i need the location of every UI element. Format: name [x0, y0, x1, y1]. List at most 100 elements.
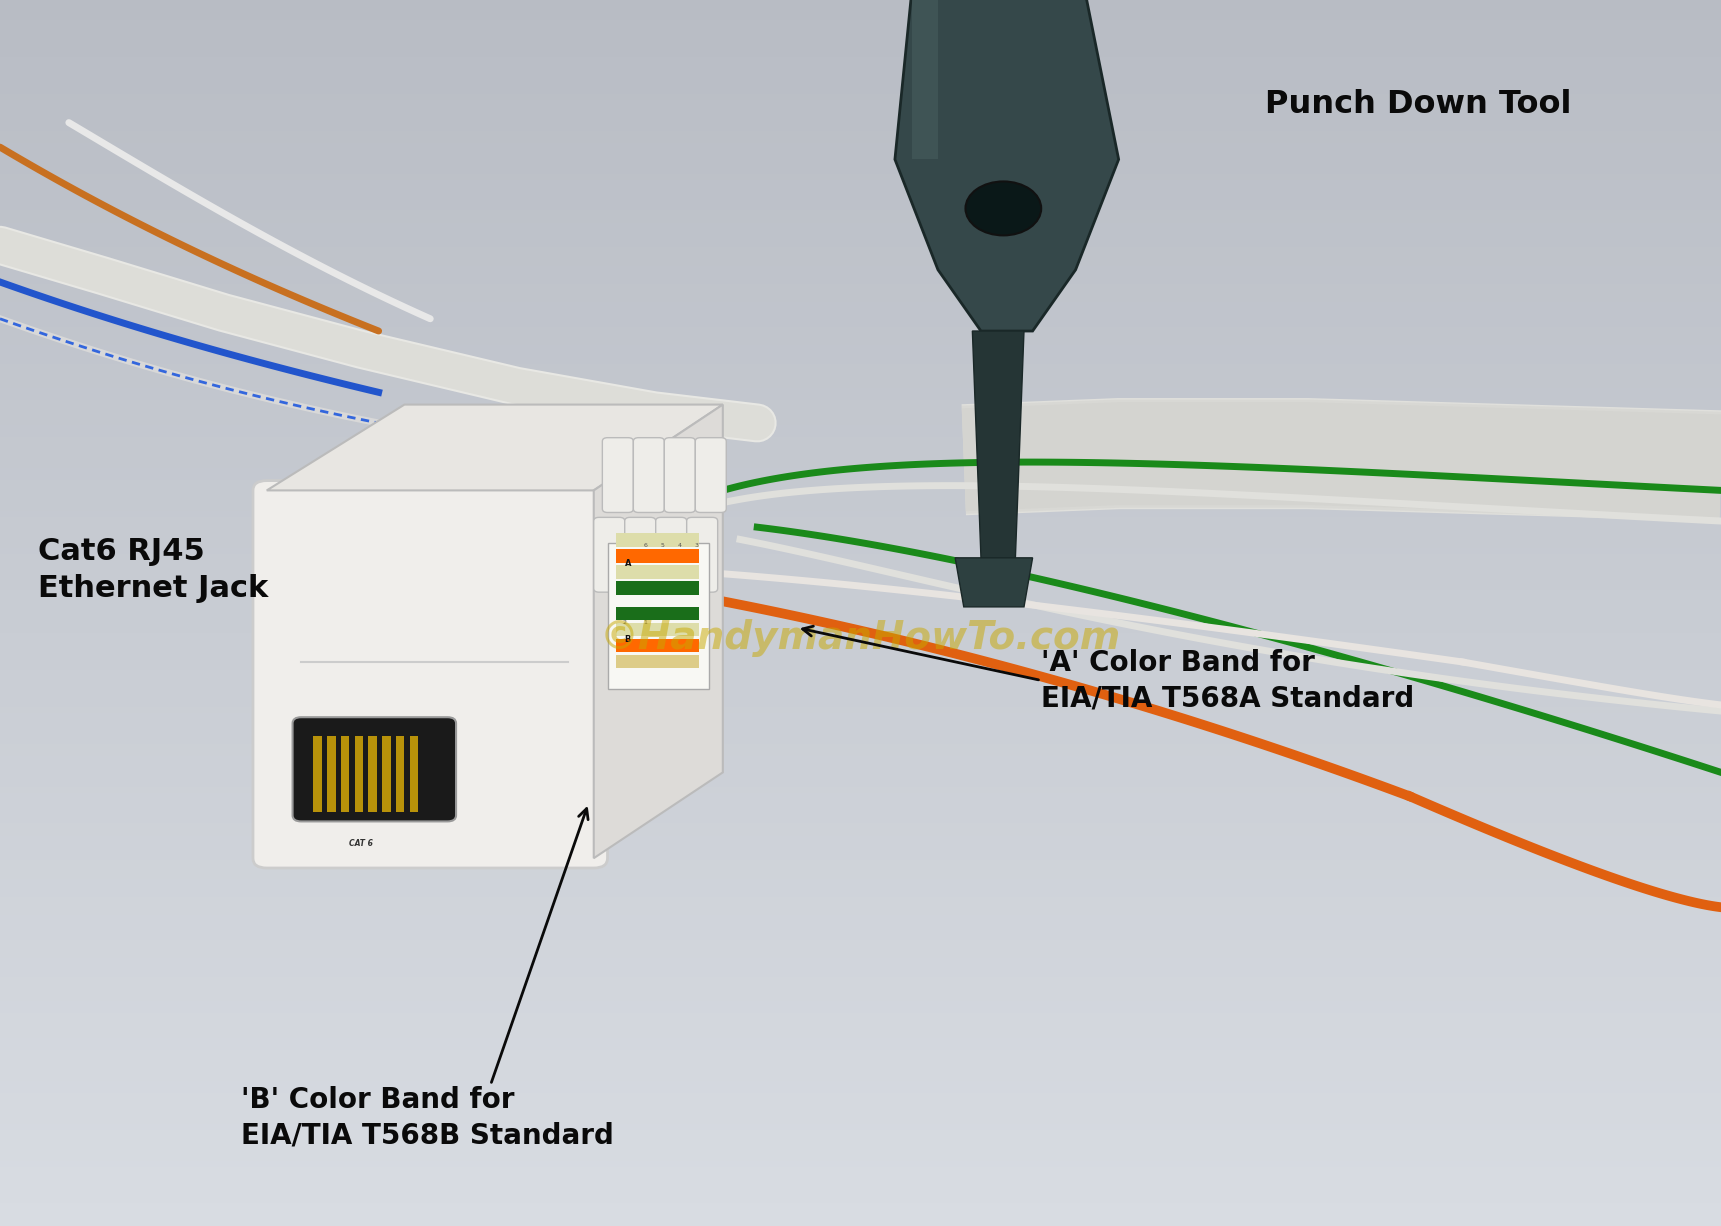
Bar [0, 1165, 1721, 1171]
Polygon shape [912, 0, 938, 159]
Bar [0, 153, 1721, 159]
Bar [313, 736, 322, 812]
Bar [0, 834, 1721, 840]
Bar [0, 809, 1721, 815]
Bar [0, 1201, 1721, 1208]
Bar [0, 55, 1721, 61]
Bar [0, 975, 1721, 981]
Bar [0, 380, 1721, 386]
Bar [0, 141, 1721, 147]
Bar [0, 270, 1721, 276]
FancyBboxPatch shape [633, 438, 664, 512]
Bar [0, 497, 1721, 503]
Bar [0, 962, 1721, 969]
Bar [0, 1079, 1721, 1085]
Bar [0, 92, 1721, 98]
FancyBboxPatch shape [293, 717, 456, 821]
FancyBboxPatch shape [602, 438, 633, 512]
Bar [0, 233, 1721, 239]
Bar [0, 613, 1721, 619]
Bar [0, 129, 1721, 135]
Text: 4: 4 [678, 543, 682, 548]
Bar [0, 956, 1721, 962]
Text: CAT 6: CAT 6 [349, 839, 373, 848]
Bar [0, 631, 1721, 638]
Bar [0, 772, 1721, 779]
Bar [0, 49, 1721, 55]
Bar [0, 362, 1721, 368]
Bar [0, 67, 1721, 74]
Bar [0, 184, 1721, 190]
Bar [0, 1208, 1721, 1214]
Text: B: B [625, 635, 632, 645]
Bar [0, 172, 1721, 178]
Bar [0, 870, 1721, 877]
Bar [0, 515, 1721, 521]
Bar [0, 1067, 1721, 1073]
Bar [0, 889, 1721, 895]
Bar [0, 1146, 1721, 1152]
Bar [0, 110, 1721, 116]
Bar [0, 705, 1721, 711]
Bar [0, 1097, 1721, 1103]
Bar [0, 785, 1721, 791]
Bar [0, 294, 1721, 300]
Bar [0, 723, 1721, 729]
Polygon shape [972, 331, 1024, 558]
Bar [0, 1048, 1721, 1054]
Bar [0, 950, 1721, 956]
Bar [0, 736, 1721, 742]
Bar [0, 748, 1721, 754]
Bar [616, 549, 699, 563]
Bar [355, 736, 363, 812]
Bar [0, 447, 1721, 454]
Text: 'B' Color Band for
EIA/TIA T568B Standard: 'B' Color Band for EIA/TIA T568B Standar… [241, 1086, 614, 1150]
FancyBboxPatch shape [687, 517, 718, 592]
Bar [0, 386, 1721, 392]
Bar [0, 74, 1721, 80]
Bar [0, 245, 1721, 251]
Bar [0, 392, 1721, 398]
Bar [0, 12, 1721, 18]
Bar [0, 1220, 1721, 1226]
Bar [0, 729, 1721, 736]
Bar [410, 736, 418, 812]
Bar [0, 1060, 1721, 1067]
Bar [0, 1183, 1721, 1189]
Bar [382, 736, 391, 812]
Bar [0, 993, 1721, 999]
Bar [0, 276, 1721, 282]
Bar [0, 926, 1721, 932]
Bar [396, 736, 404, 812]
Bar [0, 503, 1721, 509]
Polygon shape [895, 0, 1119, 331]
Bar [0, 527, 1721, 533]
Bar [0, 221, 1721, 227]
Bar [616, 581, 699, 595]
Bar [0, 509, 1721, 515]
Bar [0, 674, 1721, 680]
Bar [0, 858, 1721, 864]
Bar [0, 619, 1721, 625]
Bar [0, 159, 1721, 166]
Bar [0, 460, 1721, 466]
Bar [0, 576, 1721, 582]
Polygon shape [955, 558, 1033, 607]
Bar [0, 582, 1721, 588]
Circle shape [965, 181, 1041, 235]
Text: 'A' Color Band for
EIA/TIA T568A Standard: 'A' Color Band for EIA/TIA T568A Standar… [1041, 649, 1415, 712]
Text: Cat6 RJ45
Ethernet Jack: Cat6 RJ45 Ethernet Jack [38, 537, 268, 603]
Polygon shape [267, 405, 723, 490]
Bar [0, 178, 1721, 184]
Bar [0, 202, 1721, 208]
Bar [0, 558, 1721, 564]
Bar [0, 601, 1721, 607]
Bar [0, 18, 1721, 25]
Bar [341, 736, 349, 812]
Text: 6: 6 [644, 543, 647, 548]
FancyBboxPatch shape [625, 517, 656, 592]
Bar [0, 1073, 1721, 1079]
Bar [0, 80, 1721, 86]
Text: 5: 5 [661, 543, 664, 548]
Bar [616, 623, 699, 636]
